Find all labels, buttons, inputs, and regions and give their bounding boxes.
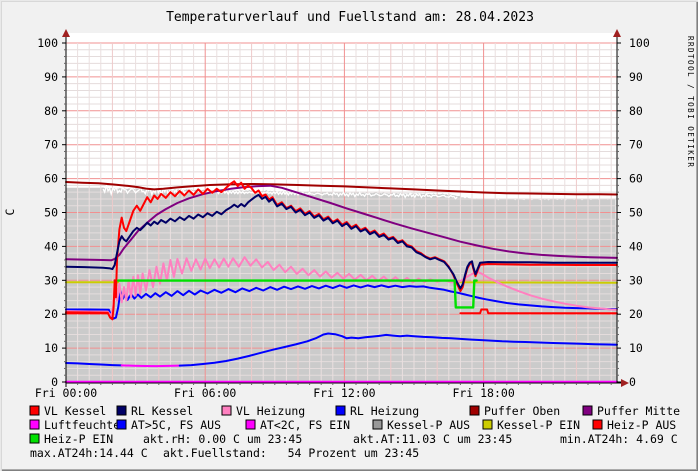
legend-label: VL Kessel	[44, 404, 106, 418]
svg-text:40: 40	[629, 239, 643, 253]
svg-text:50: 50	[44, 206, 58, 220]
x-tick-labels: Fri 00:00 Fri 06:00 Fri 12:00 Fri 18:00	[35, 386, 515, 400]
axes	[62, 29, 629, 387]
svg-text:40: 40	[44, 239, 58, 253]
series-rl-kessel	[65, 193, 618, 290]
svg-text:20: 20	[44, 307, 58, 321]
svg-text:0: 0	[629, 375, 636, 389]
svg-text:80: 80	[629, 104, 643, 118]
legend-item-2-2: akt.AT:11.03 C um 23:45	[353, 432, 512, 446]
fuellstand-area	[66, 187, 617, 382]
legend-swatch	[469, 405, 480, 416]
legend-item-1-1: AT>5C, FS AUS	[116, 418, 221, 432]
legend-swatch	[29, 433, 40, 444]
svg-text:70: 70	[629, 138, 643, 152]
svg-text:90: 90	[629, 70, 643, 84]
legend-item-1-0: Luftfeuchte	[29, 418, 120, 432]
legend-label: max.AT24h:14.44 C	[30, 446, 148, 460]
legend-item-1-2: AT<2C, FS EIN	[245, 418, 350, 432]
legend-label: Heiz-P EIN	[44, 432, 113, 446]
svg-text:30: 30	[44, 273, 58, 287]
series-at-aussentemperatur	[65, 332, 618, 368]
grid-lines	[66, 42, 617, 382]
legend-swatch	[582, 405, 593, 416]
legend-swatch	[482, 419, 493, 430]
svg-text:10: 10	[629, 341, 643, 355]
legend-swatch	[372, 419, 383, 430]
svg-text:Fri 00:00: Fri 00:00	[35, 386, 97, 400]
chart-title: Temperaturverlauf und Fuellstand am: 28.…	[166, 10, 534, 25]
legend-label: AT<2C, FS EIN	[260, 418, 350, 432]
legend-swatch	[116, 405, 127, 416]
svg-text:Fri 18:00: Fri 18:00	[452, 386, 514, 400]
legend-label: Heiz-P AUS	[607, 418, 676, 432]
legend-label: Puffer Oben	[484, 404, 560, 418]
svg-text:10: 10	[44, 341, 58, 355]
legend-label: Kessel-P EIN	[497, 418, 580, 432]
y-axis-label: C	[3, 208, 17, 215]
legend-label: Luftfeuchte	[44, 418, 120, 432]
legend-label: akt.rH: 0.00 C um 23:45	[143, 432, 302, 446]
legend-item-0-3: RL Heizung	[335, 404, 419, 418]
svg-text:50: 50	[629, 206, 643, 220]
svg-text:30: 30	[629, 273, 643, 287]
legend-swatch	[221, 405, 232, 416]
legend-item-0-5: Puffer Mitte	[582, 404, 680, 418]
legend-label: Kessel-P AUS	[387, 418, 470, 432]
y-axis-arrow-right	[613, 29, 621, 37]
legend-item-1-4: Kessel-P EIN	[482, 418, 580, 432]
legend-label: AT>5C, FS AUS	[131, 418, 221, 432]
legend-label: RL Heizung	[350, 404, 419, 418]
svg-text:20: 20	[629, 307, 643, 321]
legend-label: Puffer Mitte	[597, 404, 680, 418]
legend-item-0-0: VL Kessel	[29, 404, 106, 418]
legend-item-1-3: Kessel-P AUS	[372, 418, 470, 432]
legend-item-3-1: akt.Fuellstand: 54 Prozent um 23:45	[163, 446, 419, 460]
legend-item-0-2: VL Heizung	[221, 404, 305, 418]
legend-label: akt.Fuellstand: 54 Prozent um 23:45	[163, 446, 419, 460]
svg-text:60: 60	[629, 172, 643, 186]
legend-item-2-3: min.AT24h: 4.69 C	[560, 432, 678, 446]
legend-label: RL Kessel	[131, 404, 193, 418]
x-axis-arrow	[621, 379, 629, 387]
series-heiz-p-ein	[117, 279, 478, 309]
svg-text:0: 0	[51, 375, 58, 389]
legend: VL Kessel RL Kessel VL Heizung RL Heizung Pu…	[29, 404, 680, 460]
legend-swatch	[29, 419, 40, 430]
svg-text:100: 100	[37, 36, 58, 50]
series-puffer-oben	[65, 181, 618, 196]
svg-text:100: 100	[629, 36, 650, 50]
legend-item-2-1: akt.rH: 0.00 C um 23:45	[143, 432, 302, 446]
legend-label: min.AT24h: 4.69 C	[560, 432, 678, 446]
svg-text:90: 90	[44, 70, 58, 84]
legend-swatch	[592, 419, 603, 430]
svg-text:60: 60	[44, 172, 58, 186]
svg-text:70: 70	[44, 138, 58, 152]
y-axis-arrow-left	[62, 29, 70, 37]
rrdtool-watermark: RRDTOOL / TOBI OETIKER	[686, 36, 695, 168]
series-rl-heizung	[65, 284, 618, 320]
legend-swatch	[245, 419, 256, 430]
series-puffer-mitte	[65, 184, 618, 262]
legend-label: akt.AT:11.03 C um 23:45	[353, 432, 512, 446]
legend-swatch	[29, 405, 40, 416]
legend-label: VL Heizung	[236, 404, 305, 418]
legend-item-2-0: Heiz-P EIN	[29, 432, 113, 446]
legend-item-0-4: Puffer Oben	[469, 404, 560, 418]
svg-text:Fri 06:00: Fri 06:00	[174, 386, 236, 400]
fuellstand-noise-line	[102, 182, 458, 200]
svg-text:Fri 12:00: Fri 12:00	[313, 386, 375, 400]
legend-item-1-5: Heiz-P AUS	[592, 418, 676, 432]
y-tick-labels: 0 0 10 10 20 20 30 30 40 40 50 50 60 60 70 70 80 80 90 90 10…	[37, 36, 650, 389]
legend-item-3-0: max.AT24h:14.44 C	[30, 446, 148, 460]
legend-swatch	[335, 405, 346, 416]
legend-swatch	[116, 419, 127, 430]
svg-text:80: 80	[44, 104, 58, 118]
legend-item-0-1: RL Kessel	[116, 404, 193, 418]
